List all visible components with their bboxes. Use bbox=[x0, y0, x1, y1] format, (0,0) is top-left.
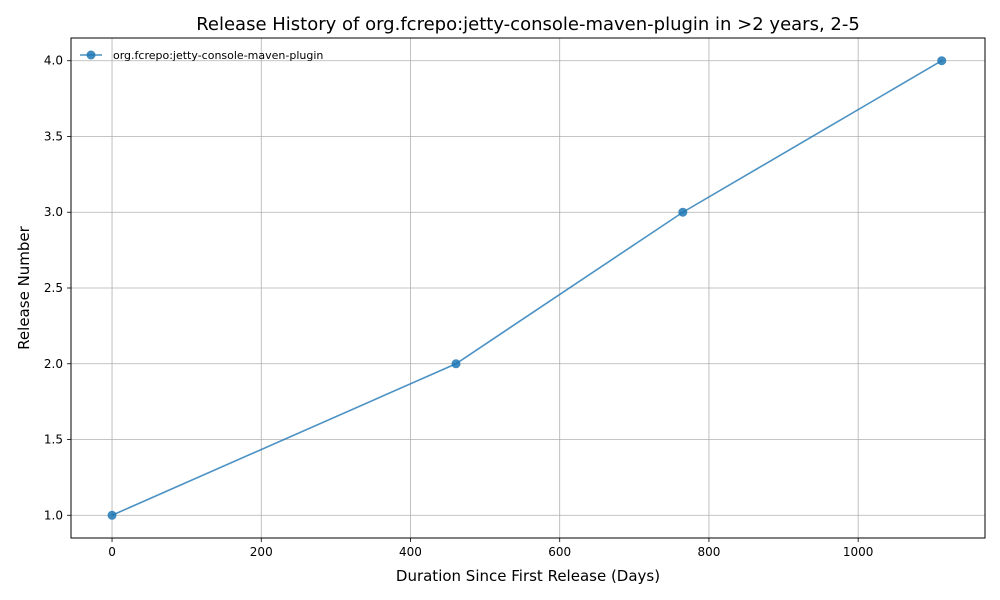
y-tick-label: 3.0 bbox=[44, 205, 63, 219]
y-tick-label: 1.5 bbox=[44, 433, 63, 447]
grid-layer bbox=[71, 38, 985, 538]
x-tick-label: 0 bbox=[108, 545, 116, 559]
y-axis-label: Release Number bbox=[15, 225, 33, 349]
x-tick-label: 400 bbox=[399, 545, 422, 559]
data-point bbox=[937, 56, 947, 66]
x-axis-label: Duration Since First Release (Days) bbox=[396, 567, 660, 585]
x-tick-label: 800 bbox=[697, 545, 720, 559]
data-point bbox=[107, 510, 117, 520]
x-tick-label: 1000 bbox=[843, 545, 874, 559]
y-tick-label: 2.0 bbox=[44, 357, 63, 371]
data-point bbox=[678, 207, 688, 217]
legend: org.fcrepo:jetty-console-maven-plugin bbox=[80, 49, 323, 62]
legend-label: org.fcrepo:jetty-console-maven-plugin bbox=[113, 49, 323, 62]
legend-marker bbox=[86, 50, 96, 60]
series-line bbox=[111, 60, 943, 517]
data-point bbox=[451, 359, 461, 369]
tick-layer: 0 200 400 600 800 1000 1.0 1.5 2.0 2.5 3.0 3.5 4.0 bbox=[44, 54, 874, 559]
chart-title: Release History of org.fcrepo:jetty-cons… bbox=[196, 14, 860, 35]
y-tick-label: 3.5 bbox=[44, 129, 63, 143]
series-layer bbox=[107, 56, 947, 520]
y-tick-label: 2.5 bbox=[44, 281, 63, 295]
x-tick-label: 600 bbox=[548, 545, 571, 559]
y-tick-label: 1.0 bbox=[44, 508, 63, 522]
x-tick-label: 200 bbox=[250, 545, 273, 559]
y-tick-label: 4.0 bbox=[44, 54, 63, 68]
